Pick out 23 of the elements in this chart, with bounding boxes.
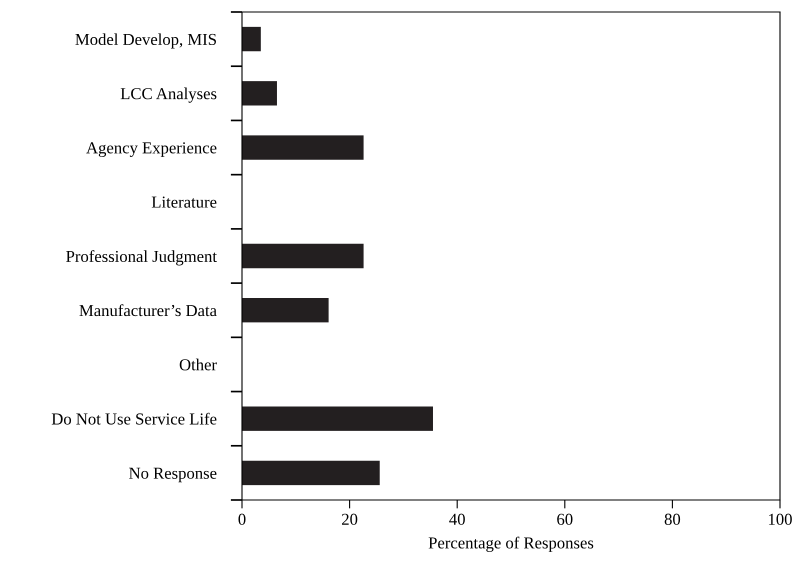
bar [242, 135, 364, 160]
y-tick-label: Agency Experience [86, 142, 216, 157]
x-tick-label: 20 [342, 514, 358, 525]
y-tick-label: Manufacturer’s Data [79, 304, 217, 316]
x-tick-label: 40 [449, 514, 465, 525]
x-tick-label: 100 [768, 514, 792, 525]
x-tick-label: 0 [238, 514, 246, 525]
x-axis-title: Percentage of Responses [428, 536, 594, 552]
bar [242, 460, 380, 486]
y-tick-label: Do Not Use Service Life [52, 412, 216, 425]
y-tick-label: LCC Analyses [120, 88, 216, 103]
y-tick-label: No Response [129, 468, 216, 482]
x-tick-label: 60 [557, 514, 572, 525]
y-tick-label: Other [180, 358, 217, 370]
x-tick-label: 80 [664, 514, 680, 525]
bar [242, 244, 364, 268]
y-tick-label: Professional Judgment [66, 250, 217, 266]
bar [242, 406, 433, 431]
bar [242, 298, 329, 322]
bar [242, 81, 277, 106]
y-tick-label: Model Develop, MIS [75, 33, 216, 48]
bar [242, 26, 261, 52]
y-tick-label: Literature [152, 196, 216, 208]
